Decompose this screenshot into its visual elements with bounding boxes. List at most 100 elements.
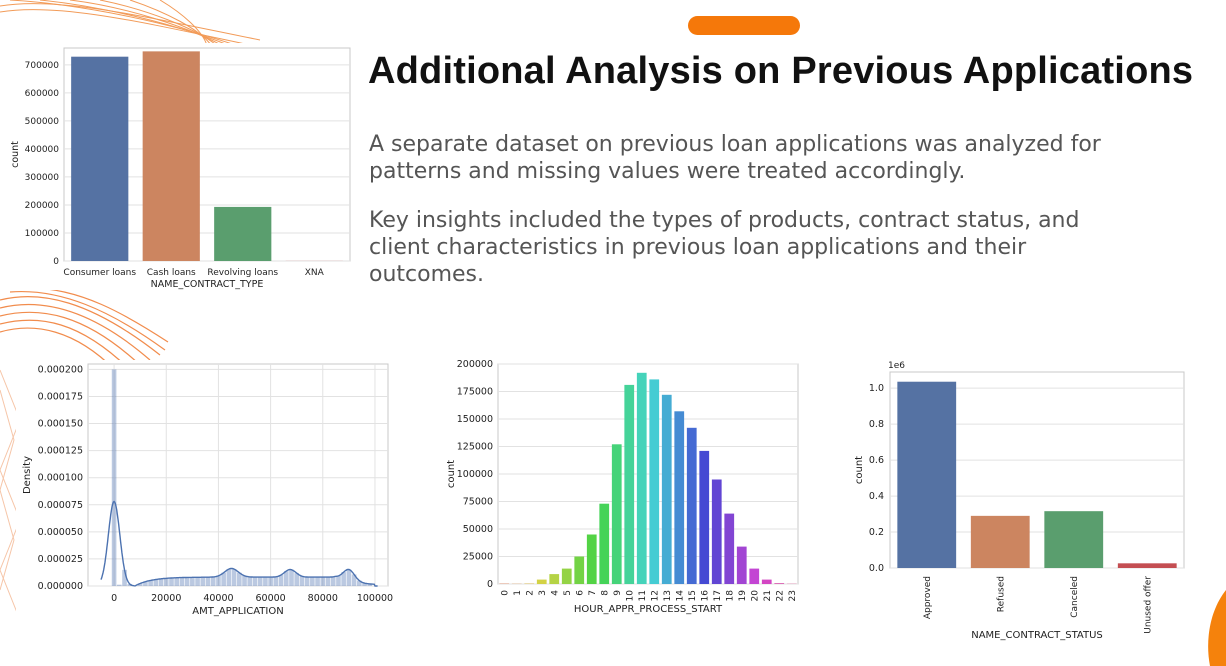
x-tick-label: 17 [713,590,723,601]
histogram-bar [148,580,153,586]
y-axis-label: count [446,460,457,488]
x-tick-label: 19 [738,590,748,602]
x-tick-label: 0 [500,590,510,596]
top-left-wave-decoration [0,0,261,50]
y-tick-label: 0.000025 [38,554,83,565]
x-tick-label: 20000 [151,593,181,604]
bar [736,546,747,584]
histogram-bar [346,569,352,586]
x-tick-label: Consumer loans [63,268,136,278]
histogram-bar [116,584,122,586]
histogram-bar [210,576,216,586]
x-tick-label: 6 [575,590,585,596]
y-tick-label: 0.8 [869,419,884,430]
y-tick-label: 100000 [25,229,60,239]
bar [774,583,785,584]
x-axis-label: NAME_CONTRACT_TYPE [151,279,264,290]
y-tick-label: 0.000200 [38,364,83,375]
amt-application-chart: 0.000000 0.000025 0.000050 0.000075 0.000100… [16,360,396,622]
x-tick-label: 100000 [357,593,393,604]
x-tick-label: Canceled [1070,576,1080,618]
y-tick-label: 0.000125 [38,446,83,457]
bar [761,579,772,584]
x-tick-label: 1 [513,590,523,596]
histogram-bar [195,577,200,586]
bar [214,206,272,261]
y-tick-label: 100000 [457,469,493,480]
bar [636,372,647,584]
histogram-bar [336,575,341,586]
histogram-bar [184,577,190,586]
x-axis-label: AMT_APPLICATION [192,606,283,617]
slide-title: Additional Analysis on Previous Applicat… [368,50,1194,92]
x-tick-label: XNA [305,268,325,278]
y-tick-label: 0.4 [869,491,884,502]
x-tick-label: 22 [775,590,785,601]
y-tick-label: 200000 [25,201,60,211]
histogram-bar [226,569,232,586]
y-tick-label: 0.000150 [38,419,83,430]
x-tick-label: 7 [588,590,598,596]
y-tick-label: 0.2 [869,527,884,538]
x-tick-label: 11 [638,590,648,601]
x-tick-label: 10 [625,590,635,602]
y-tick-label: 700000 [25,61,60,71]
histogram-bar [278,574,284,586]
histogram-bar [362,583,367,586]
bar [897,381,957,568]
histogram-bar [252,577,258,586]
bar [142,51,200,261]
bar [1044,511,1104,568]
histogram-bar [236,572,242,586]
paragraph-2: Key insights included the types of produ… [369,208,1080,287]
histogram-bar [221,572,226,586]
x-tick-label: 4 [550,590,560,596]
y-tick-label: 150000 [457,414,493,425]
histogram-bar [190,577,195,586]
x-tick-label: 0 [111,593,117,604]
x-tick-label: 12 [650,590,660,601]
y-tick-label: 25000 [463,552,493,563]
y-tick-label: 125000 [457,442,493,453]
y-tick-label: 0.000100 [38,473,83,484]
y-tick-label: 50000 [463,524,493,535]
x-axis-label: NAME_CONTRACT_STATUS [971,630,1103,641]
histogram-bar [299,576,305,586]
histogram-bar [356,580,362,586]
histogram-bar [158,578,164,586]
bar [574,556,585,584]
bottom-right-corner-shape [1208,590,1226,666]
bar [970,515,1030,568]
x-tick-label: 40000 [203,593,233,604]
histogram-bar [341,572,346,586]
x-axis-label: HOUR_APPR_PROCESS_START [574,604,723,615]
histogram-bar [257,577,263,586]
y-tick-label: 1.0 [869,383,884,394]
y-tick-label: 500000 [25,117,60,127]
x-tick-label: Cash loans [147,268,196,278]
histogram-bar [310,577,315,586]
x-tick-label: 16 [700,590,710,602]
histogram-bar [330,576,336,586]
y-tick-label: 0.000050 [38,527,83,538]
bar [661,394,672,584]
histogram-bar [247,576,253,586]
hour-process-chart: 0 25000 50000 75000 100000 125000 150000 175000… [440,358,810,620]
histogram-bar [205,577,211,586]
bar [724,513,735,584]
x-tick-label: 8 [600,590,610,596]
y-axis-label: Density [22,456,33,494]
histogram-bar [263,577,268,586]
y-axis-label: count [854,456,865,484]
histogram-bar [315,577,320,586]
histogram-bar [216,575,221,586]
x-tick-label: 23 [788,590,798,601]
y-tick-label: 75000 [463,497,493,508]
y-tick-label: 0.0 [869,563,884,574]
histogram-bar [351,574,357,586]
left-wave-decoration [0,287,169,370]
histogram-bar [242,575,247,586]
histogram-bar [268,577,273,586]
x-tick-label: 2 [525,590,535,596]
contract-type-chart: 0 100000 200000 300000 400000 500000 600000 700… [6,43,358,290]
